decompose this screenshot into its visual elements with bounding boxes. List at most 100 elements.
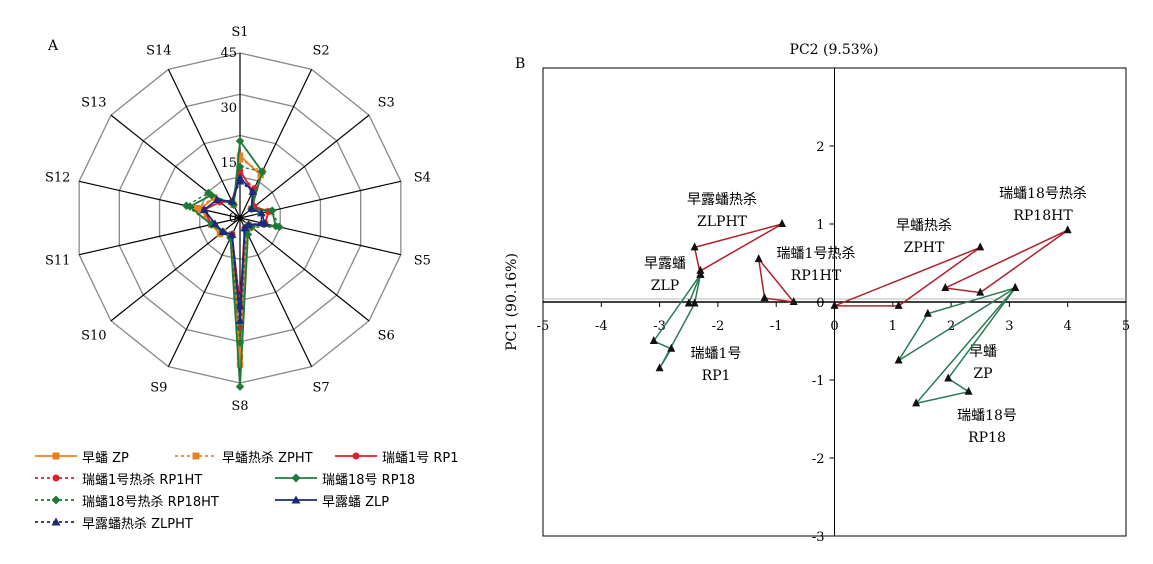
pca-y-tick-label: -3 (812, 530, 825, 545)
pca-group: 早露蟠 ZLP (644, 256, 705, 372)
pca-group-label-cn: 瑞蟠1号热杀 (777, 246, 856, 262)
pca-group-label-cn: 早蟠 (969, 344, 997, 360)
pca-point (649, 336, 658, 344)
radar-axis-label: S5 (414, 254, 431, 269)
pca-group-outline (693, 223, 783, 275)
pca-group: 早露蟠热杀 ZLPHT (687, 192, 787, 278)
legend-item: 早露蟠热杀 ZLPHT (34, 512, 193, 532)
pca-group-label-cn: 瑞蟠18号热杀 (999, 186, 1087, 202)
radar-point (235, 177, 245, 185)
radar-point (236, 156, 244, 163)
radar-axis-label: S7 (313, 380, 330, 395)
pca-y-tick-label: 2 (816, 140, 824, 155)
pca-point (684, 298, 693, 307)
pca-group-label-code: ZLP (651, 278, 679, 294)
legend-swatch (275, 473, 317, 483)
pca-point (760, 293, 769, 302)
pca-point (690, 298, 699, 307)
radar-point (52, 474, 60, 482)
legend-swatch (35, 495, 77, 505)
radar-spoke (167, 217, 241, 367)
radar-point (236, 354, 244, 361)
pca-x-tick-label: -5 (537, 319, 550, 334)
pca-group-outline (897, 287, 1016, 362)
pca-y-axis-title: PC1 (90.16%) (504, 253, 520, 351)
radar-axis-label: S1 (231, 25, 248, 40)
pca-point (964, 386, 973, 395)
pca-group-outline (834, 246, 981, 307)
legend-item: 早蟠热杀 ZPHT (174, 446, 313, 466)
radar-tick-label: 30 (220, 101, 237, 116)
radar-point (200, 205, 209, 214)
legend-swatch (335, 452, 377, 460)
pca-y-tick-label: 1 (816, 218, 824, 233)
radar-axis-label: S9 (150, 380, 167, 395)
legend-swatch (35, 517, 77, 526)
legend-item: 瑞蟠1号热杀 RP1HT (34, 468, 202, 488)
pca-x-tick-label: 2 (947, 319, 955, 334)
radar-point (210, 219, 220, 227)
radar-point (236, 361, 244, 368)
pca-point (696, 269, 705, 278)
pca-x-tick-label: 3 (1005, 319, 1013, 334)
pca-y-tick-label: 0 (816, 296, 824, 311)
radar-axis-label: S12 (45, 170, 70, 185)
pca-group-label-cn: 早蟠热杀 (896, 218, 952, 234)
panel-label-b: B (515, 56, 525, 72)
radar-point (235, 136, 245, 146)
pca-point (789, 297, 798, 305)
pca-x-tick-label: -4 (595, 319, 608, 334)
pca-point (976, 242, 985, 251)
radar-axis-label: S14 (146, 44, 171, 59)
radar-spoke (239, 114, 370, 219)
pca-group: 早蟠 ZP (894, 282, 1020, 382)
radar-chart: A 0 15 30 45 S1 S2 S3 S4 S5 S6 S7 S8 S9 S10 S11 S12 S13 S… (45, 25, 431, 414)
pca-group-label-code: RP1 (702, 368, 731, 384)
pca-group-outline (914, 287, 1016, 405)
pca-group-label-code: ZP (973, 366, 992, 382)
radar-axis-labels: 0 15 30 45 S1 S2 S3 S4 S5 S6 S7 S8 S9 S10 S11 S12 S13 S14 (45, 25, 431, 414)
radar-point (193, 205, 201, 212)
pca-point (690, 242, 699, 251)
pca-x-tick-label: -2 (712, 319, 725, 334)
pca-group: 瑞蟠1号热杀 RP1HT (754, 246, 856, 305)
panel-label-a: A (47, 38, 59, 54)
legend-swatch (175, 452, 217, 460)
pca-point (778, 219, 787, 227)
pca-group: 早蟠热杀 ZPHT (830, 218, 985, 309)
radar-point (352, 452, 360, 460)
pca-group-label-code: ZLPHT (697, 214, 748, 230)
radar-axis-label: S2 (313, 44, 330, 59)
legend-label: 早露蟠 ZLP (322, 494, 390, 510)
radar-point (248, 187, 257, 195)
radar-point (204, 188, 213, 198)
radar-axis-label: S11 (45, 254, 70, 269)
legend-item: 早露蟠 ZLP (274, 490, 389, 510)
radar-axis-label: S8 (231, 399, 248, 414)
radar-point (235, 338, 245, 347)
radar-point (235, 382, 245, 391)
radar-tick-label: 45 (220, 46, 237, 61)
pca-x-axis-title: PC2 (9.53%) (790, 42, 879, 58)
radar-point (257, 208, 266, 217)
radar-point (182, 201, 191, 210)
radar-spoke (167, 69, 241, 219)
radar-point (52, 452, 60, 460)
pca-point (830, 300, 839, 309)
radar-point (275, 222, 284, 232)
radar-point (235, 316, 245, 324)
radar-tick-label: 0 (229, 211, 237, 226)
radar-spoke (79, 180, 241, 219)
radar-point (197, 205, 204, 213)
radar-axis-label: S3 (378, 95, 395, 110)
pca-chart: B PC2 (9.53%) PC1 (90.16%) -5 -4 -3 -2 -1 0 1 2… (504, 42, 1130, 545)
pca-group-label-code: ZPHT (904, 240, 945, 256)
radar-point (218, 227, 227, 235)
radar-point (226, 233, 235, 243)
pca-group-label-cn: 早露蟠 (644, 256, 686, 272)
radar-axis-label: S10 (81, 329, 106, 344)
pca-point (941, 282, 950, 291)
pca-group-label-code: RP18HT (1013, 208, 1073, 224)
radar-axis-label: S6 (378, 329, 395, 344)
